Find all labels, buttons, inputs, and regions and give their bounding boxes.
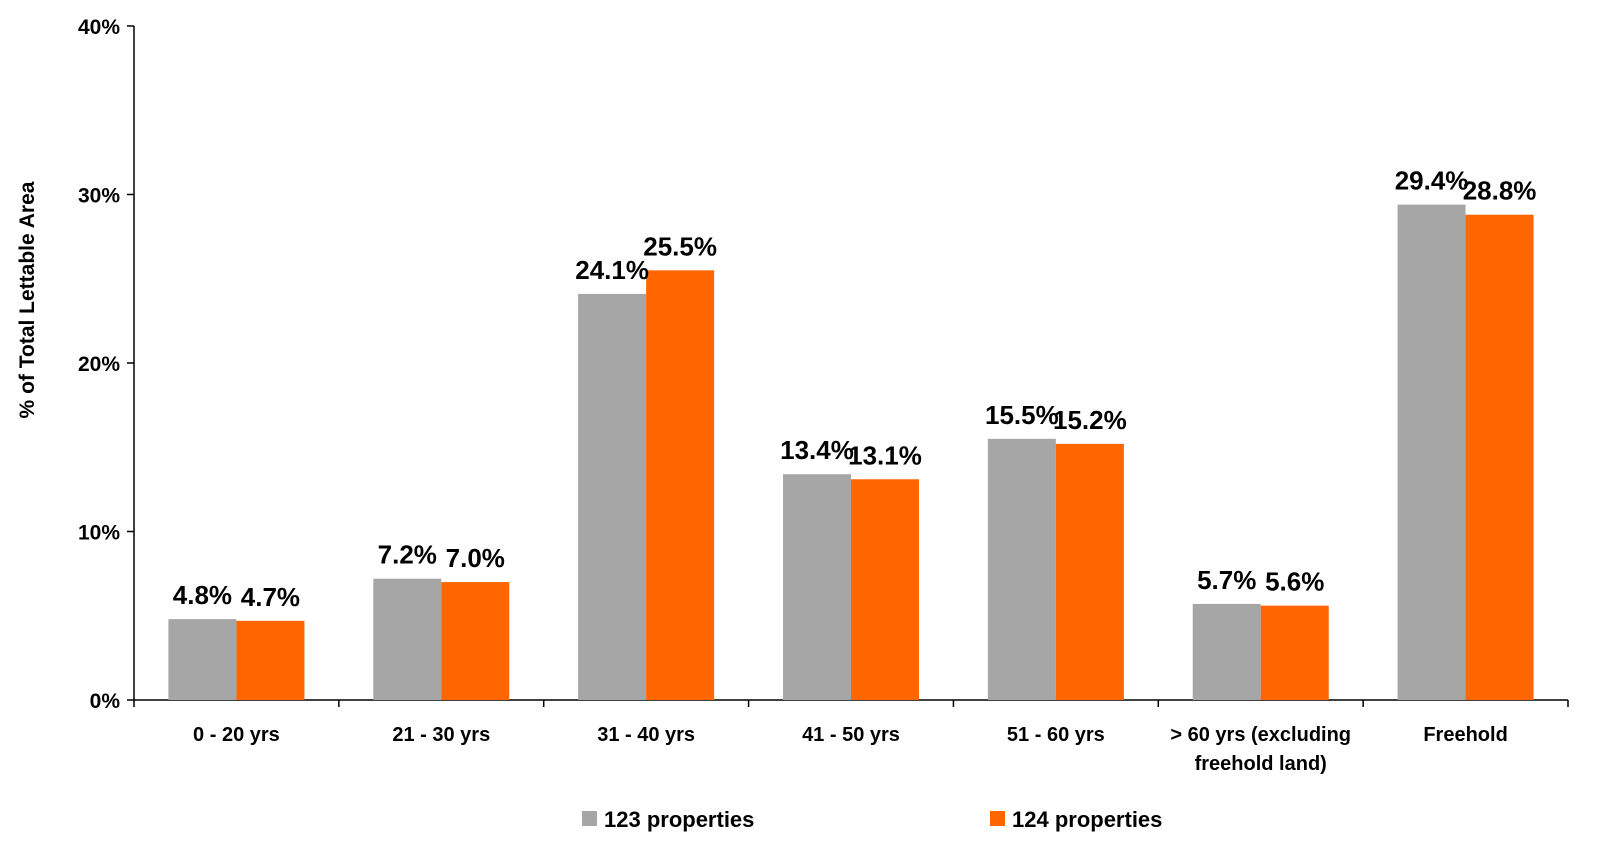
bar (987, 438, 1056, 700)
x-tick-label: > 60 yrs (excluding freehold land) (1170, 724, 1351, 775)
data-label: 29.4% (1395, 166, 1469, 196)
bar (578, 293, 647, 700)
data-label: 15.2% (1053, 405, 1127, 435)
bar (168, 619, 237, 700)
y-tick-label: 10% (78, 522, 120, 545)
data-label: 15.5% (985, 400, 1059, 430)
data-label: 4.7% (241, 582, 300, 612)
y-tick-label: 20% (78, 353, 120, 376)
data-label: 5.7% (1197, 565, 1256, 595)
bar (1397, 204, 1466, 701)
data-label: 24.1% (575, 255, 649, 285)
data-label: 13.1% (848, 440, 922, 470)
bar (1055, 443, 1124, 700)
bar (236, 620, 305, 700)
data-label: 4.8% (173, 580, 232, 610)
y-tick-label: 0% (90, 690, 121, 713)
data-label: 5.6% (1265, 567, 1324, 597)
legend-swatch (990, 811, 1005, 826)
legend-label: 124 properties (1012, 807, 1162, 832)
data-label: 25.5% (643, 231, 717, 261)
y-tick-label: 30% (78, 185, 120, 208)
legend-label: 123 properties (604, 807, 754, 832)
x-tick-label: 0 - 20 yrs (193, 724, 280, 746)
y-tick-label: 40% (78, 16, 120, 39)
x-tick-label: Freehold (1423, 724, 1507, 746)
y-axis-title: % of Total Lettable Area (16, 181, 39, 418)
data-label: 28.8% (1463, 176, 1537, 206)
x-tick-label: 41 - 50 yrs (802, 724, 900, 746)
data-label: 13.4% (780, 435, 854, 465)
bar (373, 578, 442, 700)
x-tick-label: 51 - 60 yrs (1007, 724, 1105, 746)
legend-swatch (582, 811, 597, 826)
bar (441, 582, 510, 700)
bar (1465, 214, 1534, 700)
data-label: 7.0% (446, 543, 505, 573)
bar (851, 479, 919, 700)
bar (646, 270, 715, 700)
bar (1260, 605, 1329, 700)
x-tick-label: 31 - 40 yrs (597, 724, 695, 746)
bar (1192, 603, 1261, 700)
x-tick-label: 21 - 30 yrs (392, 724, 490, 746)
bar (783, 474, 851, 700)
data-label: 7.2% (378, 540, 437, 570)
